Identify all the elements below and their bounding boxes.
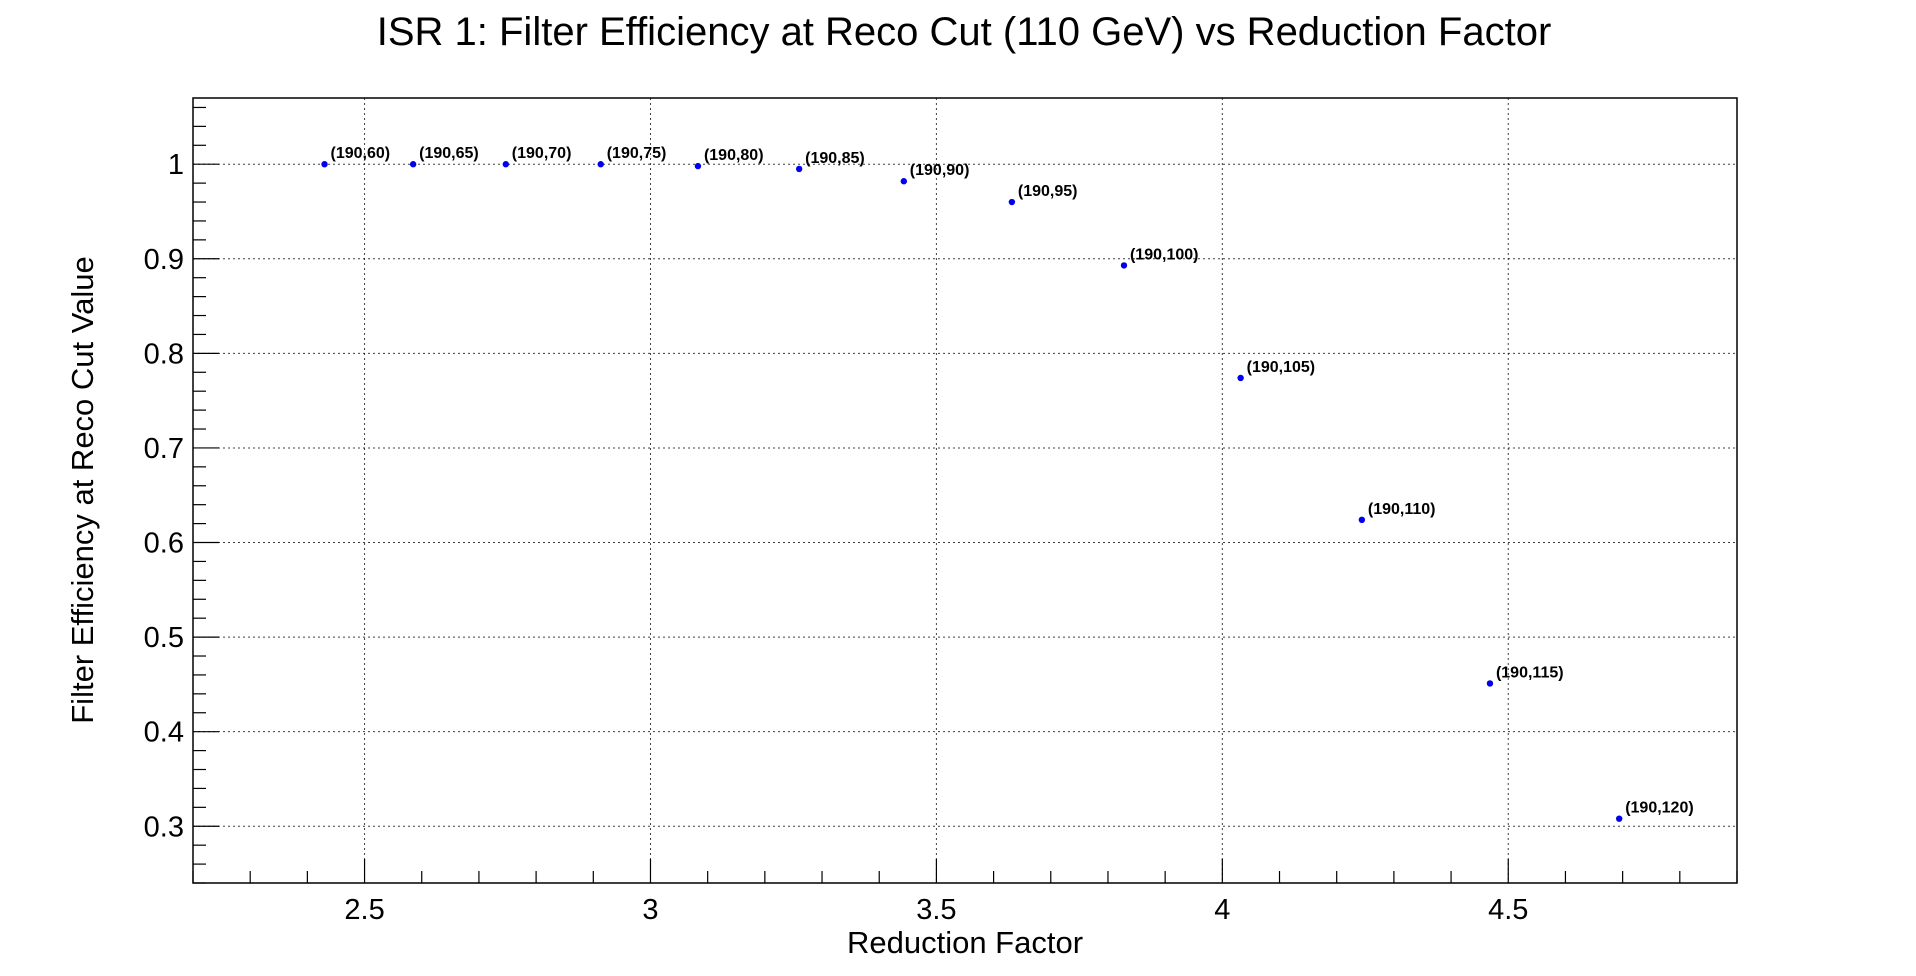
data-point-label: (190,90)	[910, 162, 970, 179]
grid-lines	[193, 98, 1737, 883]
axis-ticks	[192, 106, 1738, 884]
data-point-label: (190,110)	[1368, 501, 1436, 518]
x-tick-labels: 2.5 3 3.5 4 4.5	[344, 894, 1528, 926]
y-tick-labels: 0.3 0.4 0.5 0.6 0.7 0.8 0.9 1	[144, 149, 184, 843]
x-axis-label: Reduction Factor	[847, 925, 1083, 960]
y-tick-label: 0.4	[144, 717, 184, 749]
data-point	[795, 165, 803, 173]
data-point-label: (190,115)	[1496, 664, 1564, 681]
x-tick-label: 4.5	[1488, 894, 1528, 926]
x-tick-label: 3.5	[916, 894, 956, 926]
data-point-label: (190,75)	[607, 145, 667, 162]
y-tick-label: 0.7	[144, 433, 184, 465]
y-tick-label: 0.9	[144, 244, 184, 276]
data-point-label: (190,95)	[1018, 183, 1078, 200]
data-point	[597, 161, 604, 168]
data-point-label: (190,120)	[1625, 800, 1694, 817]
y-axis-label: Filter Efficiency at Reco Cut Value	[65, 256, 100, 724]
data-point	[1120, 262, 1128, 269]
data-point	[502, 161, 510, 168]
data-point-label: (190,80)	[704, 147, 764, 164]
data-point	[1237, 374, 1244, 382]
data-point-label: (190,105)	[1247, 359, 1316, 376]
data-point	[321, 161, 328, 168]
chart-title: ISR 1: Filter Efficiency at Reco Cut (11…	[377, 10, 1552, 54]
x-tick-label: 4	[1214, 894, 1230, 926]
data-point	[409, 161, 417, 168]
y-tick-label: 0.8	[144, 338, 184, 370]
x-tick-label: 2.5	[344, 894, 384, 926]
data-point	[1008, 198, 1016, 206]
data-point	[1486, 680, 1494, 687]
plot-frame	[192, 97, 1738, 884]
data-point	[694, 162, 702, 170]
y-tick-label: 1	[168, 149, 184, 181]
x-tick-label: 3	[642, 894, 658, 926]
data-point-label: (190,65)	[419, 145, 479, 162]
data-point-label: (190,85)	[805, 150, 865, 167]
data-point-label: (190,70)	[512, 145, 572, 162]
y-tick-label: 0.3	[144, 811, 184, 843]
data-point	[1615, 815, 1623, 822]
data-point	[900, 178, 908, 185]
y-tick-label: 0.6	[144, 528, 184, 560]
data-point-label: (190,60)	[331, 145, 391, 162]
data-point-label: (190,100)	[1130, 246, 1199, 263]
y-tick-label: 0.5	[144, 622, 184, 654]
data-point	[1358, 516, 1366, 524]
data-points: (190,60) (190,65) (190,70) (190,75) (190,80)…	[321, 145, 1694, 822]
